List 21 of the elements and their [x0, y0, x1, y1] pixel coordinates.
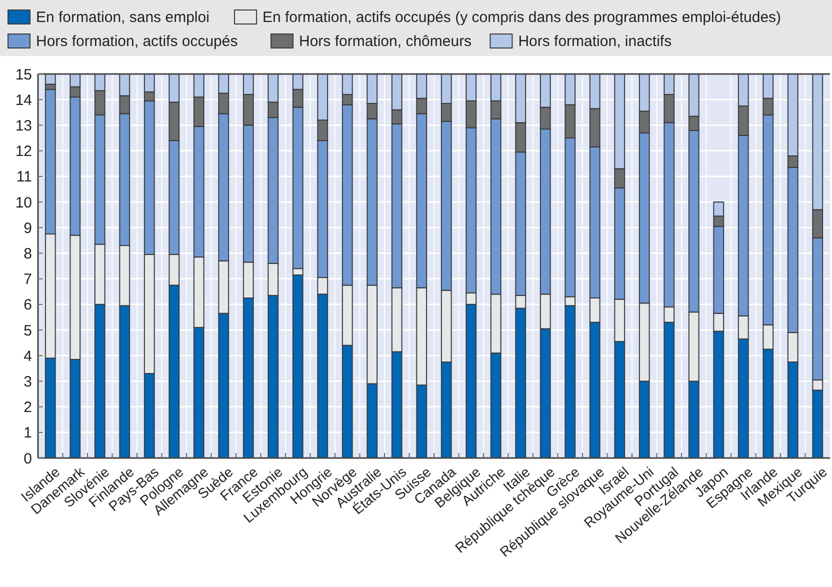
y-tick-label: 9	[24, 220, 32, 237]
y-tick-label: 14	[15, 92, 32, 109]
y-tick-label: 11	[16, 168, 32, 186]
legend-label: Hors formation, actifs occupés	[36, 33, 238, 50]
y-tick-label: 3	[24, 373, 32, 390]
y-tick-label: 5	[24, 322, 32, 340]
legend-label: En formation, actifs occupés (y compris dans des programmes emploi-études)	[262, 9, 782, 26]
y-tick-label: 7	[24, 271, 32, 288]
y-tick-label: 1	[24, 424, 32, 442]
y-tick-label: 13	[15, 117, 32, 134]
y-tick-label: 6	[24, 296, 32, 314]
y-tick-label: 10	[15, 194, 32, 212]
y-tick-label: 4	[24, 348, 32, 365]
y-tick-label: 2	[24, 399, 32, 416]
y-tick-label: 12	[15, 143, 32, 160]
y-tick-label: 8	[24, 245, 32, 262]
legend-label: Hors formation, chômeurs	[299, 33, 472, 50]
y-tick-label: 15	[15, 66, 32, 84]
legend-label: En formation, sans emploi	[36, 9, 210, 26]
y-tick-label: 0	[24, 450, 32, 468]
legend-label: Hors formation, inactifs	[518, 33, 672, 50]
